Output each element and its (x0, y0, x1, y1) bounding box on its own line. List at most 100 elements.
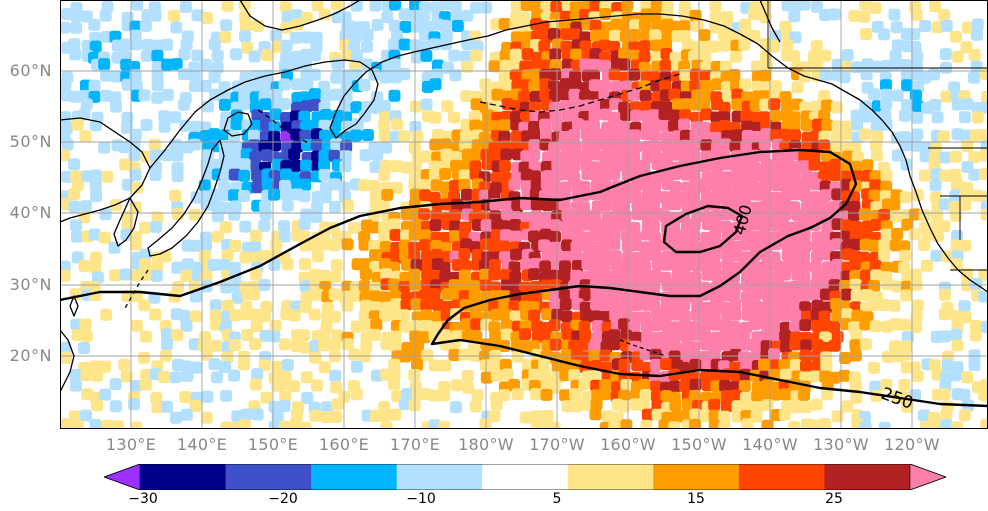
anomaly-cell (161, 328, 173, 341)
anomaly-cell (470, 49, 483, 62)
anomaly-cell (961, 98, 974, 111)
anomaly-cell (230, 118, 243, 131)
anomaly-cell (628, 340, 641, 353)
anomaly-cell (599, 8, 612, 20)
anomaly-cell (678, 8, 691, 21)
anomaly-cell (901, 79, 914, 92)
anomaly-cell (138, 221, 151, 234)
anomaly-cell (598, 88, 611, 101)
anomaly-cell (189, 80, 201, 92)
anomaly-cell (340, 140, 353, 153)
anomaly-cell (668, 330, 681, 343)
anomaly-cell (459, 50, 472, 63)
anomaly-cell (311, 0, 324, 12)
anomaly-cell (669, 198, 682, 211)
anomaly-cell (499, 119, 512, 132)
anomaly-cell (798, 0, 811, 11)
anomaly-cell (980, 321, 988, 333)
anomaly-cell (591, 331, 604, 344)
anomaly-cell (718, 421, 731, 429)
anomaly-cell (641, 408, 654, 421)
contour-250-south (430, 234, 988, 408)
anomaly-cell (229, 240, 242, 252)
anomaly-cell (138, 351, 151, 364)
anomaly-cell (500, 328, 513, 341)
anomaly-cell (389, 0, 401, 11)
anomaly-cell (718, 410, 731, 423)
anomaly-cell (660, 258, 673, 271)
anomaly-cell (778, 128, 791, 141)
anomaly-cell (439, 181, 452, 194)
anomaly-cell (508, 178, 521, 191)
anomaly-cell (599, 199, 612, 212)
anomaly-cell (869, 259, 882, 272)
anomaly-cell (370, 318, 383, 331)
anomaly-cell (558, 138, 570, 151)
anomaly-cell (188, 208, 201, 221)
anomaly-cell (298, 110, 311, 123)
anomaly-cell (629, 269, 642, 282)
anomaly-cell (860, 289, 873, 301)
anomaly-cell (318, 159, 331, 172)
anomaly-cell (709, 0, 722, 12)
anomaly-cell (861, 110, 874, 123)
anomaly-cell (490, 229, 503, 242)
anomaly-cell (679, 271, 692, 283)
anomaly-cell (679, 129, 692, 142)
anomaly-cell (620, 379, 633, 391)
anomaly-cell (251, 408, 264, 421)
anomaly-cell (589, 148, 602, 161)
anomaly-cell (608, 418, 621, 429)
anomaly-cell (560, 349, 573, 362)
anomaly-cell (98, 231, 111, 244)
anomaly-cell (768, 98, 781, 111)
anomaly-cell (450, 401, 462, 414)
anomaly-cell (420, 309, 433, 322)
anomaly-cell (330, 410, 343, 423)
anomaly-cell (888, 59, 901, 72)
anomaly-cell (849, 238, 862, 251)
anomaly-cell (161, 38, 173, 51)
anomaly-cell (271, 410, 284, 423)
anomaly-cell (660, 48, 673, 60)
anomaly-cell (370, 369, 383, 382)
anomaly-cell (799, 240, 812, 253)
anomaly-cell (569, 140, 582, 152)
anomaly-cell (760, 119, 773, 131)
anomaly-cell (818, 310, 831, 323)
anomaly-cell (708, 398, 721, 411)
anomaly-cell (118, 358, 131, 371)
anomaly-cell (240, 408, 253, 421)
anomaly-cell (390, 298, 403, 311)
anomaly-cell (851, 151, 864, 164)
anomaly-cell (540, 59, 553, 72)
anomaly-cell (870, 149, 883, 162)
anomaly-cell (71, 230, 83, 243)
anomaly-cell (568, 128, 581, 141)
map-panel: 400 250 (60, 0, 988, 429)
anomaly-cell (798, 160, 811, 173)
anomaly-cell (390, 160, 403, 173)
anomaly-cell (249, 308, 262, 321)
anomaly-cell (689, 9, 702, 22)
anomaly-cell (888, 340, 901, 353)
anomaly-cell (469, 168, 482, 180)
anomaly-cell (369, 0, 382, 12)
anomaly-cell (639, 249, 652, 262)
anomaly-cell (80, 369, 93, 382)
anomaly-cell (961, 21, 974, 34)
anomaly-cell (418, 208, 431, 221)
anomaly-cell (248, 288, 260, 301)
anomaly-cell (639, 100, 652, 113)
anomaly-cell (528, 230, 540, 243)
anomaly-cell (339, 39, 352, 52)
anomaly-cell (89, 179, 102, 192)
anomaly-cell (909, 321, 922, 334)
anomaly-cell (498, 299, 511, 312)
anomaly-cell (711, 168, 724, 181)
anomaly-cell (150, 149, 163, 162)
anomaly-cell (440, 0, 453, 11)
anomaly-cell (540, 0, 553, 13)
anomaly-cell (471, 248, 484, 261)
anomaly-cell (511, 350, 524, 363)
